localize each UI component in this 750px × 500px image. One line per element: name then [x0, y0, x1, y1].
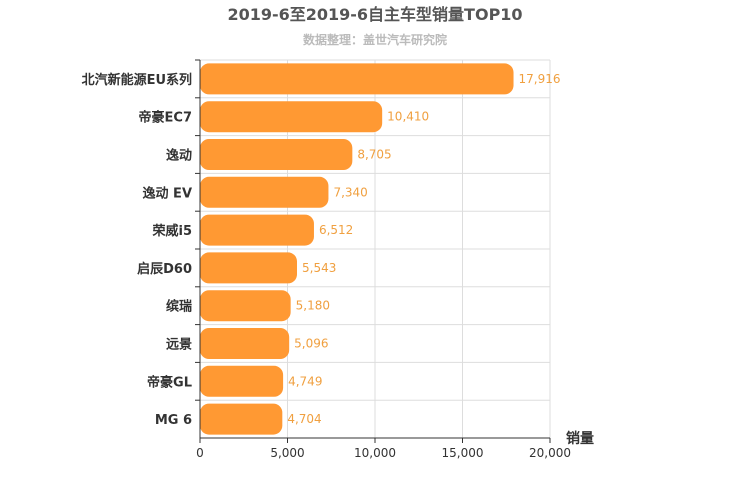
bar [200, 176, 329, 208]
value-label: 6,512 [319, 223, 353, 237]
category-label: 帝豪GL [147, 374, 192, 390]
value-label: 5,180 [296, 299, 330, 313]
x-tick-label: 20,000 [529, 446, 571, 460]
bar [200, 365, 284, 397]
value-label: 4,704 [287, 412, 321, 426]
category-label: 逸动 [166, 148, 192, 164]
category-label: 缤瑞 [166, 299, 192, 315]
value-label: 5,543 [302, 261, 336, 275]
value-label: 5,096 [294, 337, 328, 351]
x-tick-label: 0 [196, 446, 204, 460]
value-label: 17,916 [519, 72, 561, 86]
value-label: 10,410 [387, 110, 429, 124]
x-tick-label: 15,000 [442, 446, 484, 460]
bar [200, 403, 283, 435]
category-label: 启辰D60 [137, 261, 192, 277]
category-label: 逸动 EV [143, 185, 192, 201]
category-label: 荣威i5 [151, 223, 192, 239]
bar [200, 328, 290, 359]
bar [200, 63, 514, 95]
bars: 17,916 10,410 8,705 7,340 6,512 5,543 5,180 5,0… [200, 63, 561, 435]
chart-title: 2019-6至2019-6自主车型销量TOP10 [227, 5, 522, 24]
x-axis-title: 销量 [566, 430, 594, 447]
bar [200, 252, 298, 284]
value-label: 4,749 [288, 374, 322, 388]
x-tick-label: 10,000 [354, 446, 396, 460]
x-tick-label: 5,000 [270, 446, 304, 460]
category-label: 北汽新能源EU系列 [82, 72, 192, 88]
category-label: 帝豪EC7 [139, 110, 192, 126]
chart-subtitle: 数据整理：盖世汽车研究院 [303, 32, 447, 47]
value-label: 7,340 [333, 185, 367, 199]
category-label: MG 6 [155, 413, 192, 428]
value-label: 8,705 [357, 148, 391, 162]
bar [200, 139, 353, 170]
bar [200, 214, 314, 246]
category-label: 远景 [166, 338, 192, 353]
grid-lines [200, 59, 551, 439]
bar [200, 101, 383, 133]
bar [200, 290, 291, 322]
